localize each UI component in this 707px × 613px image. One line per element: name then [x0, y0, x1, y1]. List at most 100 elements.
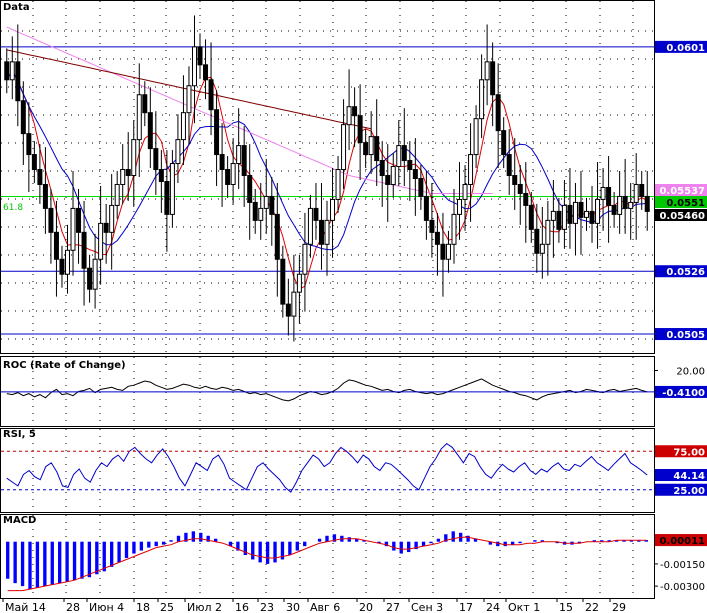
candle [37, 144, 43, 204]
roc-title: ROC (Rate of Change) [3, 360, 126, 371]
x-tick-label: 30 [286, 601, 300, 613]
macd-tick-mid: -0.00150 [660, 560, 705, 571]
rsi-axis: 75.00 44.14 25.00 [655, 445, 707, 497]
candle-body [357, 115, 363, 144]
price-label-low-bg [655, 328, 707, 341]
x-tick-label: 22 [585, 601, 599, 613]
fib-level-label: 61.8 [3, 203, 23, 213]
candle [4, 48, 10, 94]
candle-body [252, 201, 258, 221]
candle [48, 188, 54, 264]
candle-body [633, 183, 639, 203]
price-label-current: 0.05460 [659, 211, 705, 222]
candle [396, 120, 402, 186]
candle [412, 138, 418, 216]
macd-signal-line [7, 536, 647, 592]
candle [81, 200, 87, 306]
candle [418, 165, 424, 210]
candle [186, 66, 192, 145]
candle [59, 245, 65, 288]
rsi-label-75: 75.00 [673, 447, 705, 458]
candle-body [628, 201, 634, 209]
candle [357, 84, 363, 180]
candle-body [274, 213, 280, 260]
candle-body [180, 112, 186, 141]
candle-body [595, 198, 601, 224]
x-axis-labels: Май 14 28 Июн 4 18 25 Июл 2 16 23 30 Авг 6 20 27 Сен… [2, 598, 626, 613]
candle-body [479, 79, 485, 120]
candle [64, 224, 70, 294]
candle [313, 182, 319, 240]
candle-body [285, 303, 291, 317]
candle-body [495, 94, 501, 132]
candle-body [318, 219, 324, 245]
price-label-slow-ma: 0.05537 [659, 186, 705, 197]
candle [434, 212, 440, 276]
candle-body [490, 61, 496, 96]
candle [53, 200, 59, 297]
candle [517, 165, 523, 225]
candle-body [214, 109, 220, 156]
candle-body [147, 112, 153, 150]
candle-body [15, 61, 21, 102]
macd-current-label-bg [655, 534, 707, 547]
candle-body [114, 183, 120, 206]
candle-body [136, 94, 142, 141]
macd-title: MACD [3, 515, 36, 526]
candle [490, 42, 496, 127]
x-tick-label: Июл 2 [187, 601, 222, 613]
candle-body [550, 210, 556, 221]
candle [363, 129, 369, 169]
roc-panel-frame [0, 356, 655, 427]
candle [550, 179, 556, 258]
candle [70, 171, 76, 276]
candle-body [263, 195, 269, 209]
candle [506, 129, 512, 195]
candle-body [506, 154, 512, 177]
candle-body [313, 207, 319, 221]
candle-body [434, 231, 440, 245]
candle-body [225, 169, 231, 185]
candle [9, 36, 15, 100]
candle [230, 138, 236, 204]
x-tick-label: Май 14 [5, 601, 46, 613]
candle [136, 63, 142, 177]
rsi-label-25-bg [655, 483, 707, 496]
candle-body [346, 106, 352, 126]
candle-body [26, 133, 32, 156]
candle-body [31, 154, 37, 171]
candle [335, 156, 341, 213]
candle [589, 185, 595, 243]
candle [147, 87, 153, 169]
candle [479, 54, 485, 139]
candle-body [109, 204, 115, 233]
candle-body [589, 210, 595, 224]
candle [318, 182, 324, 270]
candle-body [418, 177, 424, 197]
candle [600, 168, 606, 231]
candle [539, 206, 545, 279]
candle [401, 108, 407, 186]
x-tick-label: 25 [160, 601, 174, 613]
candle-body [9, 61, 15, 81]
candle-body [390, 166, 396, 185]
candle [214, 90, 220, 186]
candle-body [639, 183, 645, 197]
macd-panel-frame [0, 514, 655, 599]
candle-body [429, 219, 435, 233]
candle-body [103, 222, 109, 233]
macd-current-label: 0.00011 [659, 536, 705, 547]
candle-body [230, 163, 236, 185]
roc-current-label: -0.4100 [662, 388, 705, 399]
main-panel-frame [0, 0, 655, 354]
candle-body [578, 201, 584, 218]
candle [352, 87, 358, 148]
candle [495, 63, 501, 169]
candle [567, 168, 573, 249]
candle-body [374, 136, 380, 162]
candle [158, 150, 164, 213]
candle [225, 156, 231, 198]
x-tick-label: 20 [359, 601, 373, 613]
roc-line [1, 378, 654, 402]
candle [611, 191, 617, 228]
